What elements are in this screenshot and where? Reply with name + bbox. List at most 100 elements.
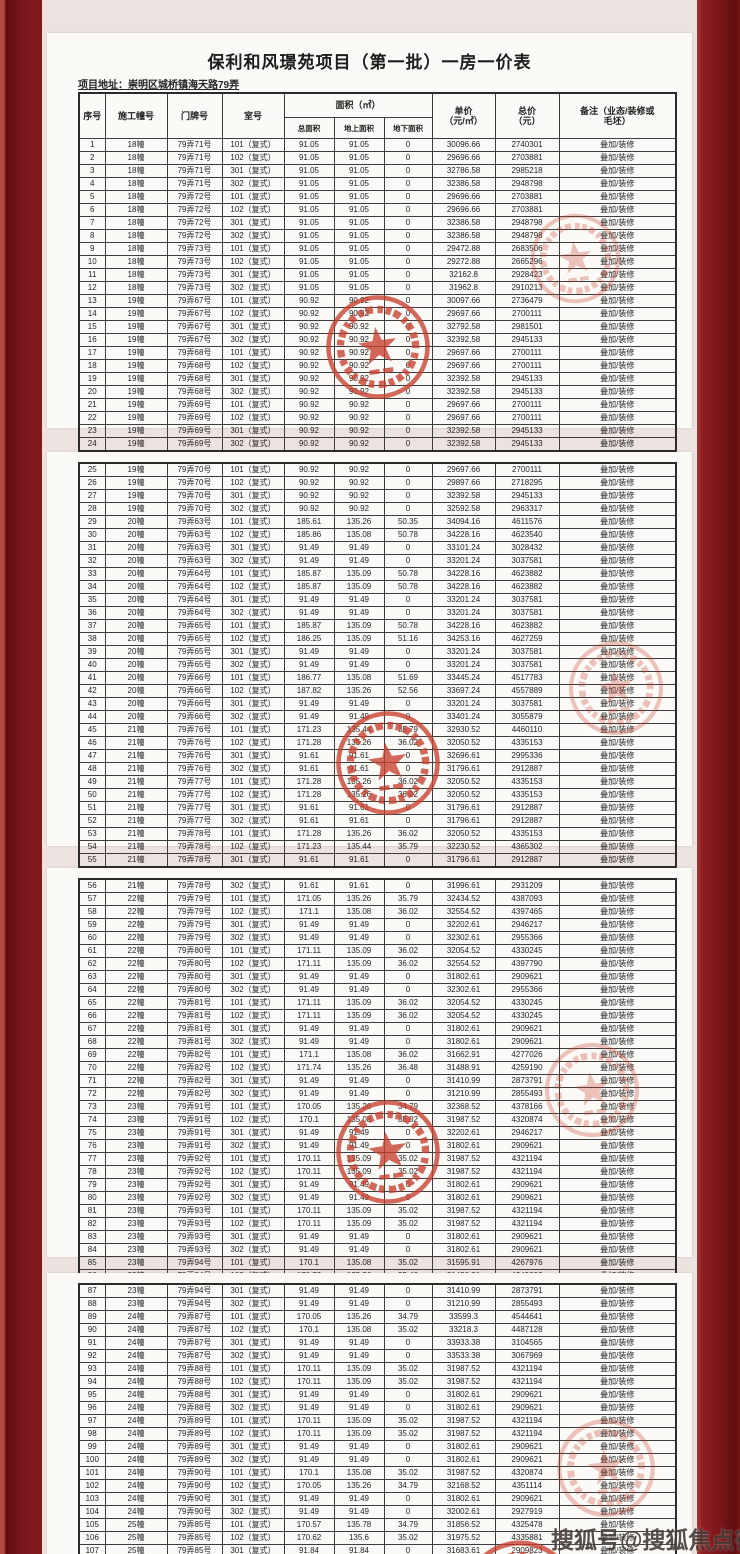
- cell-seq: 37: [78, 619, 106, 633]
- cell-seq: 18: [78, 359, 106, 373]
- cell-total-price: 2909621: [494, 1139, 560, 1153]
- cell-total-price: 4330245: [494, 1009, 560, 1023]
- table-row: 92 24幢 79弄87号 302（复式） 91.49 91.49 0 33533.38 306…: [78, 1349, 677, 1363]
- table-row: 79 23幢 79弄92号 301（复式） 91.49 91.49 0 31802.61 290…: [78, 1178, 677, 1192]
- cell-area-below: 0: [383, 697, 433, 711]
- cell-unit-price: 32392.58: [431, 385, 496, 399]
- cell-area-total: 171.28: [283, 827, 335, 841]
- cell-area-above: 91.84: [333, 1544, 385, 1554]
- cell-room: 302（复式）: [221, 1243, 285, 1257]
- cell-unit-price: 31987.52: [431, 1466, 496, 1480]
- cell-building: 21幢: [104, 762, 168, 776]
- cell-door: 79弄88号: [166, 1388, 223, 1402]
- cell-door: 79弄72号: [166, 229, 223, 243]
- cell-unit-price: 32162.8: [431, 268, 496, 282]
- cell-area-below: 0: [383, 359, 433, 373]
- cell-remark: 叠加/装修: [558, 1492, 677, 1506]
- cell-room: 102（复式）: [221, 1323, 285, 1337]
- cell-remark: 叠加/装修: [558, 229, 677, 243]
- table-row: 40 20幢 79弄65号 302（复式） 91.49 91.49 0 33201.24 303…: [78, 658, 677, 672]
- cell-room: 101（复式）: [221, 892, 285, 906]
- cell-unit-price: 32302.61: [431, 983, 496, 997]
- cell-total-price: 4330245: [494, 944, 560, 958]
- cell-unit-price: 31802.61: [431, 1401, 496, 1415]
- cell-building: 20幢: [104, 619, 168, 633]
- cell-total-price: 4321194: [494, 1165, 560, 1179]
- cell-remark: 叠加/装修: [558, 541, 677, 555]
- cell-seq: 14: [78, 307, 106, 321]
- cell-unit-price: 32386.58: [431, 177, 496, 191]
- cell-room: 302（复式）: [221, 177, 285, 191]
- cell-area-below: 0: [383, 1087, 433, 1101]
- cell-room: 302（复式）: [221, 502, 285, 516]
- cell-area-total: 91.49: [283, 1126, 335, 1140]
- cell-seq: 63: [78, 970, 106, 984]
- cell-building: 23幢: [104, 1191, 168, 1205]
- cell-seq: 71: [78, 1074, 106, 1088]
- cell-area-total: 170.11: [283, 1204, 335, 1218]
- table-row: 75 23幢 79弄91号 301（复式） 91.49 91.49 0 32202.61 294…: [78, 1126, 677, 1140]
- table-row: 93 24幢 79弄88号 101（复式） 170.11 135.09 35.02 31987…: [78, 1362, 677, 1376]
- cell-room: 302（复式）: [221, 1087, 285, 1101]
- cell-building: 19幢: [104, 424, 168, 438]
- cell-door: 79弄92号: [166, 1178, 223, 1192]
- cell-door: 79弄94号: [166, 1256, 223, 1270]
- cell-area-total: 90.92: [283, 333, 335, 347]
- cell-area-below: 0: [383, 307, 433, 321]
- cell-room: 301（复式）: [221, 697, 285, 711]
- table-row: 58 22幢 79弄79号 102（复式） 171.1 135.08 36.02 32554.…: [78, 905, 677, 919]
- cell-seq: 84: [78, 1243, 106, 1257]
- cell-area-above: 91.49: [333, 593, 385, 607]
- cell-seq: 51: [78, 801, 106, 815]
- cell-remark: 叠加/装修: [558, 1453, 677, 1467]
- cell-area-total: 90.92: [283, 320, 335, 334]
- cell-area-below: 35.02: [383, 1427, 433, 1441]
- cell-room: 302（复式）: [221, 878, 285, 893]
- table-row: 59 22幢 79弄79号 301（复式） 91.49 91.49 0 32202.61 294…: [78, 918, 677, 932]
- cell-door: 79弄93号: [166, 1230, 223, 1244]
- cell-seq: 22: [78, 411, 106, 425]
- cell-remark: 叠加/装修: [558, 1401, 677, 1415]
- cell-unit-price: 31987.52: [431, 1152, 496, 1166]
- cell-remark: 叠加/装修: [558, 1009, 677, 1023]
- cell-area-below: 0: [383, 151, 433, 165]
- cell-total-price: 2945133: [494, 385, 560, 399]
- cell-area-above: 91.05: [333, 255, 385, 269]
- cell-unit-price: 33201.24: [431, 658, 496, 672]
- cell-door: 79弄82号: [166, 1061, 223, 1075]
- cell-total-price: 2873791: [494, 1074, 560, 1088]
- cell-area-above: 135.26: [333, 827, 385, 841]
- cell-door: 79弄71号: [166, 177, 223, 191]
- table-row: 55 21幢 79弄78号 301（复式） 91.61 91.61 0 31796.61 291…: [78, 853, 677, 868]
- cell-total-price: 2703881: [494, 203, 560, 217]
- cell-area-below: 0: [383, 606, 433, 620]
- cell-area-above: 135.09: [333, 1009, 385, 1023]
- cell-remark: 叠加/装修: [558, 710, 677, 724]
- cell-room: 301（复式）: [221, 216, 285, 230]
- table-row: 62 22幢 79弄80号 102（复式） 171.11 135.09 36.02 32554…: [78, 957, 677, 971]
- cell-door: 79弄70号: [166, 502, 223, 516]
- cell-unit-price: 31210.99: [431, 1297, 496, 1311]
- cell-seq: 87: [78, 1283, 106, 1298]
- cell-seq: 74: [78, 1113, 106, 1127]
- cell-area-total: 91.49: [283, 710, 335, 724]
- cell-seq: 80: [78, 1191, 106, 1205]
- cell-area-below: 36.02: [383, 905, 433, 919]
- cell-door: 79弄67号: [166, 333, 223, 347]
- cell-door: 79弄79号: [166, 892, 223, 906]
- table-row: 78 23幢 79弄92号 102（复式） 170.11 135.09 35.02 31987…: [78, 1165, 677, 1179]
- cell-building: 22幢: [104, 957, 168, 971]
- cell-remark: 叠加/装修: [558, 775, 677, 789]
- cell-seq: 1: [78, 138, 106, 152]
- cell-area-total: 91.84: [283, 1544, 335, 1554]
- cell-door: 79弄63号: [166, 515, 223, 529]
- cell-room: 102（复式）: [221, 307, 285, 321]
- table-row: 89 24幢 79弄87号 101（复式） 170.05 135.26 34.79 33599…: [78, 1310, 677, 1324]
- cell-area-total: 90.92: [283, 489, 335, 503]
- cell-unit-price: 32230.52: [431, 840, 496, 854]
- cell-area-total: 91.49: [283, 1191, 335, 1205]
- cell-area-total: 185.87: [283, 567, 335, 581]
- table-row: 3 18幢 79弄71号 301（复式） 91.05 91.05 0 32786.58 2985…: [78, 164, 677, 178]
- cell-unit-price: 31796.61: [431, 762, 496, 776]
- cell-unit-price: 31802.61: [431, 1022, 496, 1036]
